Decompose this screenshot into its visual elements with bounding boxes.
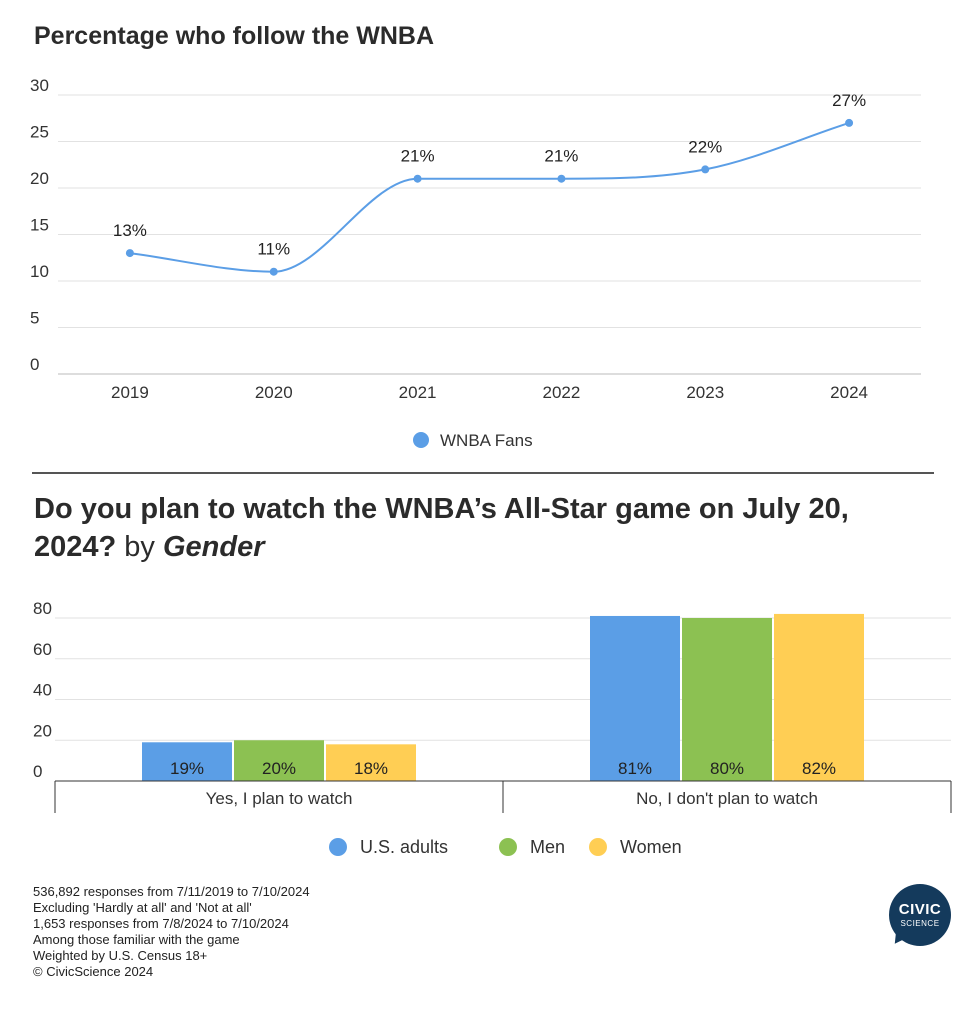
x-tick-label: 2024: [830, 383, 868, 402]
footnote-line: 536,892 responses from 7/11/2019 to 7/10…: [33, 884, 310, 899]
y-tick-label: 60: [33, 640, 52, 659]
footnote-line: Among those familiar with the game: [33, 932, 240, 947]
x-category-label: Yes, I plan to watch: [206, 789, 353, 808]
bar: [326, 744, 416, 781]
legend-marker: [499, 838, 517, 856]
legend-label: Men: [530, 837, 565, 857]
logo-text-science: SCIENCE: [900, 919, 940, 928]
data-point: [701, 165, 710, 174]
line-chart: 30 25 20 15 10 5 0 2019 2020 2021 2022 2023 2024 13% 1…: [30, 76, 921, 450]
data-label: 27%: [832, 91, 866, 110]
bar-chart-title-group: Gender: [162, 531, 265, 563]
y-tick-label: 30: [30, 76, 49, 95]
bar-value-label: 81%: [618, 759, 652, 778]
y-tick-label: 0: [30, 355, 39, 374]
y-tick-label: 80: [33, 599, 52, 618]
x-category-label: No, I don't plan to watch: [636, 789, 818, 808]
y-tick-label: 40: [33, 681, 52, 700]
logo-text-civic: CIVIC: [898, 901, 942, 918]
x-tick-label: 2020: [255, 383, 293, 402]
bar: [682, 618, 772, 781]
legend-label: Women: [620, 837, 682, 857]
bar-value-label: 82%: [802, 759, 836, 778]
data-label: 13%: [113, 221, 147, 240]
bar-value-label: 20%: [262, 759, 296, 778]
x-tick-label: 2021: [399, 383, 437, 402]
bar: [774, 613, 864, 781]
data-label: 21%: [401, 147, 435, 166]
x-tick-label: 2019: [111, 383, 149, 402]
footnote-line: 1,653 responses from 7/8/2024 to 7/10/20…: [33, 916, 289, 931]
y-tick-label: 10: [30, 262, 49, 281]
line-chart-title: Percentage who follow the WNBA: [34, 22, 435, 50]
civicscience-logo: CIVIC SCIENCE: [887, 884, 951, 950]
bar-value-label: 18%: [354, 759, 388, 778]
bar-value-label: 19%: [170, 759, 204, 778]
data-point: [557, 174, 566, 183]
footnote-line: Excluding 'Hardly at all' and 'Not at al…: [33, 900, 252, 915]
footnotes: 536,892 responses from 7/11/2019 to 7/10…: [33, 884, 310, 980]
legend-label: U.S. adults: [360, 837, 448, 857]
data-label: 21%: [544, 147, 578, 166]
y-tick-label: 15: [30, 216, 49, 235]
y-tick-label: 0: [33, 762, 42, 781]
y-tick-label: 20: [30, 169, 49, 188]
bar: [142, 742, 232, 781]
legend-marker: [329, 838, 347, 856]
bar-chart-title-by: by: [116, 531, 163, 563]
data-point: [845, 118, 854, 127]
data-label: 11%: [257, 240, 290, 259]
logo-circle: [889, 884, 951, 946]
y-tick-label: 20: [33, 721, 52, 740]
legend-marker-wnba-fans: [413, 432, 429, 448]
series-line-wnba-fans: [129, 121, 850, 273]
data-point: [269, 267, 278, 276]
legend-marker: [589, 838, 607, 856]
y-tick-label: 25: [30, 123, 49, 142]
x-tick-label: 2022: [543, 383, 581, 402]
data-point: [125, 249, 134, 258]
bar: [234, 740, 324, 781]
bar-value-label: 80%: [710, 759, 744, 778]
y-tick-label: 5: [30, 309, 39, 328]
bar: [590, 615, 680, 781]
bar-chart-title-main: Do you plan to watch the WNBA’s All-Star…: [34, 493, 849, 563]
bar-chart-title: Do you plan to watch the WNBA’s All-Star…: [34, 490, 934, 566]
data-label: 22%: [688, 137, 722, 156]
legend-label-wnba-fans: WNBA Fans: [440, 431, 533, 450]
section-divider: [32, 472, 934, 474]
footnote-line: © CivicScience 2024: [33, 964, 154, 979]
data-point: [413, 174, 422, 183]
footnote-line: Weighted by U.S. Census 18+: [33, 948, 208, 963]
bar-chart: 80 60 40 20 0 19% 20% 18%Yes, I plan to watch 81…: [33, 599, 952, 857]
x-tick-label: 2023: [686, 383, 724, 402]
